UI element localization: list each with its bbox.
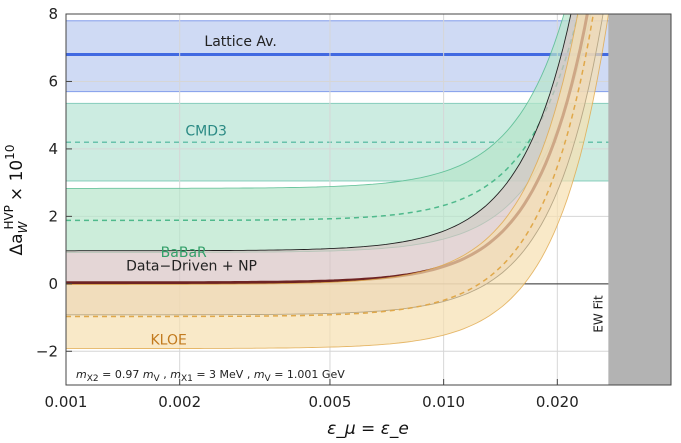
- curve-2-band: [66, 14, 609, 349]
- y-tick-label-5: 8: [48, 5, 58, 23]
- y-axis-title-sup: HVP: [2, 205, 16, 229]
- annotation-part-1: X2: [87, 374, 99, 384]
- y-axis-title-factor-exp: 10: [3, 145, 17, 160]
- band-1-label: CMD3: [185, 123, 227, 139]
- curve-0-upper-edge: [66, 14, 565, 189]
- annotation-part-2: = 0.97: [99, 368, 143, 381]
- y-tick-label-4: 6: [48, 72, 58, 90]
- excluded-region: [608, 14, 671, 385]
- x-tick-label-0: 0.001: [45, 393, 88, 411]
- curve-1-label: Data−Driven + NP: [126, 258, 257, 274]
- x-tick-label-1: 0.002: [158, 393, 201, 411]
- x-axis-title: ε_μ = ε_e: [327, 419, 409, 439]
- y-axis-title: ΔaWHVP × 1010: [2, 145, 30, 256]
- y-axis-title-sub: W: [16, 220, 30, 233]
- annotation-part-3: m: [143, 368, 154, 381]
- annotation-part-10: V: [265, 374, 272, 384]
- excluded-region-label: EW Fit: [591, 295, 605, 333]
- annotation-part-0: m: [76, 368, 87, 381]
- annotation-part-9: m: [254, 368, 265, 381]
- annotation-part-6: m: [170, 368, 181, 381]
- svg-text:ΔaWHVP× 1010: ΔaWHVP × 1010: [2, 145, 30, 256]
- curve-layer: [66, 14, 671, 385]
- y-tick-label-0: −2: [36, 342, 58, 360]
- x-axis: 0.001 0.002 0.005 0.010 0.020: [45, 379, 579, 411]
- y-tick-label-3: 4: [48, 140, 58, 158]
- curve-2-center-line: [66, 14, 595, 318]
- curve-0-band: [66, 14, 592, 253]
- curve-2-upper-edge: [66, 14, 579, 285]
- curve-0-label: BaBaR: [161, 245, 207, 261]
- parameter-annotation: mX2 = 0.97 mV , mX1 = 3 MeV , mV = 1.001…: [76, 368, 345, 384]
- x-tick-label-2: 0.005: [308, 393, 351, 411]
- annotation-part-11: = 1.001 GeV: [271, 368, 345, 381]
- x-tick-label-4: 0.020: [536, 393, 579, 411]
- curve-1-upper-edge: [66, 14, 572, 252]
- plot-frame: [65, 13, 672, 386]
- annotation-part-4: V: [154, 374, 161, 384]
- annotation-part-7: X1: [181, 374, 193, 384]
- annotation-part-8: = 3 MeV ,: [193, 368, 254, 381]
- y-axis-title-factor: × 10: [7, 160, 27, 201]
- curve-2-lower-edge: [66, 14, 609, 350]
- x-tick-label-3: 0.010: [422, 393, 465, 411]
- curve-2-label: KLOE: [150, 332, 186, 348]
- band-0-label: Lattice Av.: [204, 34, 276, 50]
- y-tick-label-2: 2: [48, 207, 58, 225]
- curve-1-band: [66, 14, 604, 315]
- y-tick-label-1: 0: [48, 275, 58, 293]
- annotation-part-5: ,: [160, 368, 171, 381]
- y-axis: −2 0 2 4 6 8: [36, 5, 72, 360]
- y-axis-title-main: Δa: [7, 233, 27, 255]
